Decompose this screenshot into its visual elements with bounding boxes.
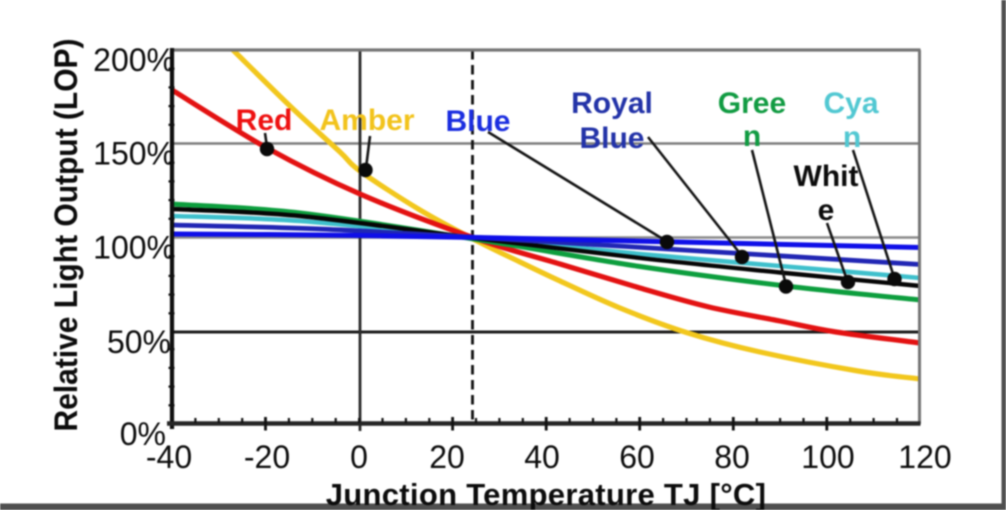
svg-text:200%: 200%	[93, 42, 175, 78]
svg-text:50%: 50%	[107, 324, 171, 360]
svg-text:Gree: Gree	[718, 87, 786, 120]
svg-text:120: 120	[898, 439, 951, 475]
svg-text:e: e	[818, 194, 835, 227]
svg-text:20: 20	[429, 439, 465, 475]
svg-text:-40: -40	[146, 439, 192, 475]
svg-text:40: 40	[524, 439, 560, 475]
svg-text:Relative Light Output (LOP): Relative Light Output (LOP)	[48, 38, 84, 431]
svg-text:n: n	[843, 121, 861, 154]
svg-text:Amber: Amber	[319, 104, 414, 137]
svg-text:80: 80	[714, 439, 750, 475]
svg-text:n: n	[743, 120, 761, 153]
svg-text:100%: 100%	[93, 230, 175, 266]
svg-text:0%: 0%	[120, 416, 166, 452]
svg-text:100: 100	[801, 439, 854, 475]
svg-text:Red: Red	[236, 104, 293, 137]
svg-text:Cya: Cya	[823, 87, 878, 120]
svg-text:-20: -20	[244, 439, 290, 475]
svg-text:Blue: Blue	[579, 122, 644, 155]
svg-text:Junction Temperature TJ [°C]: Junction Temperature TJ [°C]	[326, 477, 767, 510]
svg-text:60: 60	[619, 439, 655, 475]
svg-text:150%: 150%	[93, 136, 175, 172]
svg-text:0: 0	[350, 439, 368, 475]
svg-text:Whit: Whit	[794, 160, 859, 193]
svg-text:Royal: Royal	[571, 87, 653, 120]
svg-text:Blue: Blue	[445, 105, 510, 138]
